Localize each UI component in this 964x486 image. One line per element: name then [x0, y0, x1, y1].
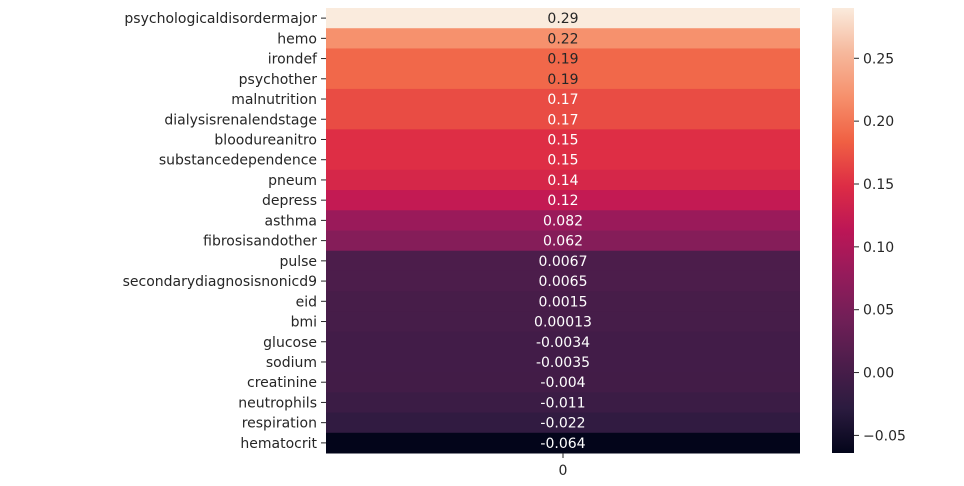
- cell-annotation-eid: 0.0015: [539, 294, 588, 310]
- colorbar-tick-label: −0.05: [863, 428, 906, 444]
- y-tick-label-dialysisrenalendstage: dialysisrenalendstage: [164, 112, 317, 128]
- cell-annotation-depress: 0.12: [547, 193, 578, 209]
- cell-annotation-hemo: 0.22: [547, 31, 578, 47]
- y-tick-label-hemo: hemo: [277, 31, 317, 47]
- heatmap-cell-substancedependence: [326, 149, 800, 171]
- cell-annotation-sodium: -0.0035: [536, 355, 590, 371]
- colorbar-tick-label: 0.20: [863, 114, 894, 130]
- y-tick-label-bloodureanitro: bloodureanitro: [214, 132, 317, 148]
- heatmap-cell-bloodureanitro: [326, 129, 800, 151]
- y-tick-label-substancedependence: substancedependence: [159, 153, 317, 169]
- x-tick-label: 0: [559, 463, 568, 479]
- heatmap-cell-malnutrition: [326, 88, 800, 110]
- heatmap-cell-dialysisrenalendstage: [326, 109, 800, 130]
- cell-annotation-dialysisrenalendstage: 0.17: [547, 112, 578, 128]
- heatmap-cell-respiration: [326, 412, 800, 434]
- cell-annotation-neutrophils: -0.011: [540, 395, 585, 411]
- y-tick-label-sodium: sodium: [266, 355, 317, 371]
- y-tick-label-respiration: respiration: [242, 416, 317, 432]
- y-tick-label-fibrosisandother: fibrosisandother: [203, 234, 317, 250]
- cell-annotation-irondef: 0.19: [547, 52, 578, 68]
- y-tick-label-psychologicaldisordermajor: psychologicaldisordermajor: [124, 11, 317, 27]
- heatmap-cell-sodium: [326, 351, 800, 373]
- y-tick-label-asthma: asthma: [265, 213, 317, 229]
- y-tick-label-hematocrit: hematocrit: [240, 436, 317, 452]
- heatmap-cell-psychother: [326, 68, 800, 90]
- heatmap-cell-psychologicaldisordermajor: [326, 8, 800, 29]
- colorbar-tick-label: 0.05: [863, 303, 894, 319]
- y-tick-label-neutrophils: neutrophils: [238, 395, 317, 411]
- colorbar-gradient: [832, 8, 854, 453]
- y-tick-label-bmi: bmi: [291, 315, 317, 331]
- heatmap-cell-pulse: [326, 250, 800, 272]
- heatmap-cell-bmi: [326, 311, 800, 333]
- heatmap-cell-asthma: [326, 210, 800, 231]
- cell-annotation-psychologicaldisordermajor: 0.29: [547, 11, 578, 27]
- colorbar-tick-label: 0.15: [863, 177, 894, 193]
- y-tick-label-depress: depress: [262, 193, 317, 209]
- y-tick-label-psychother: psychother: [239, 72, 318, 88]
- heatmap-cell-glucose: [326, 331, 800, 353]
- heatmap-cell-depress: [326, 190, 800, 211]
- colorbar: 0.25 0.20 0.15 0.10 0.05 0.00 −0.05: [832, 8, 906, 453]
- heatmap-cell-hematocrit: [326, 432, 800, 454]
- heatmap-cell-eid: [326, 291, 800, 312]
- cell-annotation-bloodureanitro: 0.15: [547, 132, 578, 148]
- cell-annotation-respiration: -0.022: [540, 416, 585, 432]
- heatmap-cell-secondarydiagnosisnonicd9: [326, 270, 800, 292]
- cell-annotation-hematocrit: -0.064: [540, 436, 585, 452]
- cell-annotation-psychother: 0.19: [547, 72, 578, 88]
- cell-annotation-pulse: 0.0067: [539, 254, 588, 270]
- heatmap-cell-pneum: [326, 169, 800, 191]
- heatmap-cells: [326, 8, 800, 454]
- cell-annotations: 0.29 0.22 0.19 0.19 0.17 0.17 0.15 0.15 0.14 0.12…: [534, 11, 592, 452]
- heatmap-cell-creatinine: [326, 372, 800, 393]
- heatmap-cell-neutrophils: [326, 392, 800, 414]
- y-axis-tick-labels: psychologicaldisordermajor hemo irondef psy…: [123, 11, 326, 452]
- cell-annotation-substancedependence: 0.15: [547, 153, 578, 169]
- y-tick-label-glucose: glucose: [263, 335, 317, 351]
- colorbar-tick-label: 0.10: [863, 240, 894, 256]
- colorbar-tick-label: 0.25: [863, 51, 894, 67]
- cell-annotation-fibrosisandother: 0.062: [543, 234, 583, 250]
- cell-annotation-pneum: 0.14: [547, 173, 578, 189]
- heatmap-cell-irondef: [326, 48, 800, 70]
- cell-annotation-asthma: 0.082: [543, 213, 583, 229]
- x-axis: 0: [559, 453, 568, 479]
- heatmap-cell-fibrosisandother: [326, 230, 800, 252]
- cell-annotation-creatinine: -0.004: [540, 375, 585, 391]
- y-tick-label-secondarydiagnosisnonicd9: secondarydiagnosisnonicd9: [123, 274, 317, 290]
- cell-annotation-secondarydiagnosisnonicd9: 0.0065: [539, 274, 588, 290]
- cell-annotation-bmi: 0.00013: [534, 315, 592, 331]
- y-tick-label-eid: eid: [296, 294, 317, 310]
- cell-annotation-glucose: -0.0034: [536, 335, 590, 351]
- y-tick-label-pulse: pulse: [279, 254, 317, 270]
- y-tick-label-creatinine: creatinine: [247, 375, 317, 391]
- heatmap-cell-hemo: [326, 28, 800, 49]
- y-tick-label-malnutrition: malnutrition: [231, 92, 317, 108]
- y-tick-label-irondef: irondef: [268, 52, 318, 68]
- y-tick-label-pneum: pneum: [268, 173, 317, 189]
- colorbar-tick-label: 0.00: [863, 366, 894, 382]
- cell-annotation-malnutrition: 0.17: [547, 92, 578, 108]
